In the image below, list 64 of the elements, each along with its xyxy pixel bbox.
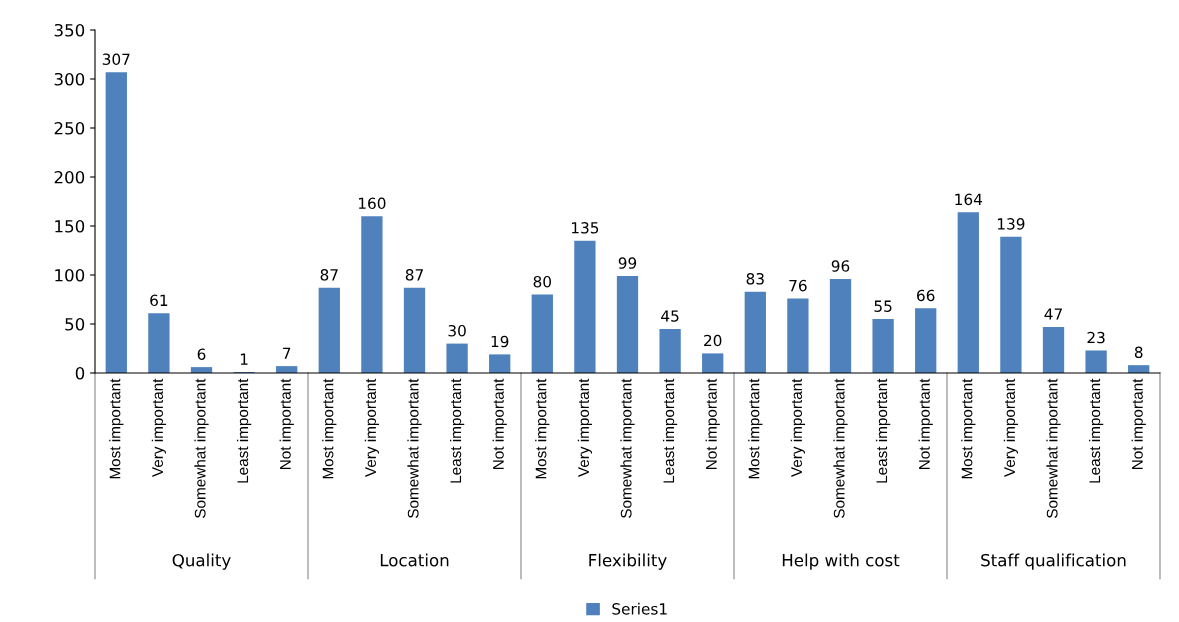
x-tick-label: Not important [918,378,933,469]
y-tick-label: 100 [55,268,85,282]
data-label: 96 [831,260,850,272]
x-tick-label: Very important [364,378,380,477]
x-tick-label: Most important [535,378,550,479]
y-tick-label: 150 [55,219,85,233]
data-label: 8 [1134,346,1143,359]
x-tick-label: Most important [322,378,337,479]
data-label: 20 [704,334,722,347]
data-label: 1 [240,353,248,365]
x-tick-label: Very important [577,378,593,477]
data-label: 76 [789,279,807,292]
data-label: 7 [283,347,291,359]
x-tick-label: Somewhat important [620,378,635,518]
x-tick-label: Very important [151,378,167,477]
data-label: 45 [661,310,679,322]
x-tick-label: Most important [748,378,763,479]
text: Help with cost [782,553,900,570]
text: Quality [172,553,231,570]
x-tick-label: Not important [279,378,294,469]
x-tick-label: Not important [492,378,507,469]
x-tick-label: Least important [236,378,252,483]
data-label: 30 [448,324,466,337]
data-label: 19 [491,335,509,348]
data-label: 55 [874,300,892,312]
x-tick-label: Least important [449,378,465,483]
x-tick-label: Least important [662,378,678,483]
x-tick-label: Least important [1088,378,1104,483]
y-tick-label: 250 [54,121,85,135]
data-label: 83 [746,272,764,285]
data-label: 6 [197,348,206,360]
data-label: 164 [955,193,983,206]
data-label: 307 [102,53,130,66]
text: Flexibility [589,553,667,570]
legend-label: Series1 [612,602,667,615]
data-label: 139 [998,218,1025,230]
y-tick-label: 50 [65,317,85,331]
data-label: 23 [1087,331,1105,344]
x-tick-label: Somewhat important [1046,378,1061,518]
x-tick-label: Very important [790,378,806,477]
text: Staff qualification [981,553,1126,570]
y-tick-label: 200 [54,170,85,184]
data-label: 47 [1044,308,1062,320]
data-label: 87 [405,269,423,281]
x-tick-label: Most important [109,378,124,479]
data-label: 99 [618,257,637,269]
data-label: 135 [572,222,599,234]
x-tick-label: Somewhat important [194,378,209,518]
x-tick-label: Very important [1003,378,1019,477]
x-tick-label: Somewhat important [407,378,422,518]
data-label: 80 [533,275,552,288]
y-tick-label: 0 [75,366,85,380]
y-tick-label: 300 [54,72,85,86]
x-tick-label: Least important [875,378,891,483]
data-label: 87 [320,269,338,281]
data-label: 61 [150,294,168,307]
x-tick-label: Somewhat important [833,378,848,518]
text: Location [380,553,449,567]
data-label: 160 [359,197,386,210]
x-tick-label: Not important [1131,378,1146,469]
y-tick-label: 350 [54,23,85,37]
data-label: 66 [917,289,935,302]
x-tick-label: Most important [961,378,976,479]
x-tick-label: Not important [705,378,720,469]
